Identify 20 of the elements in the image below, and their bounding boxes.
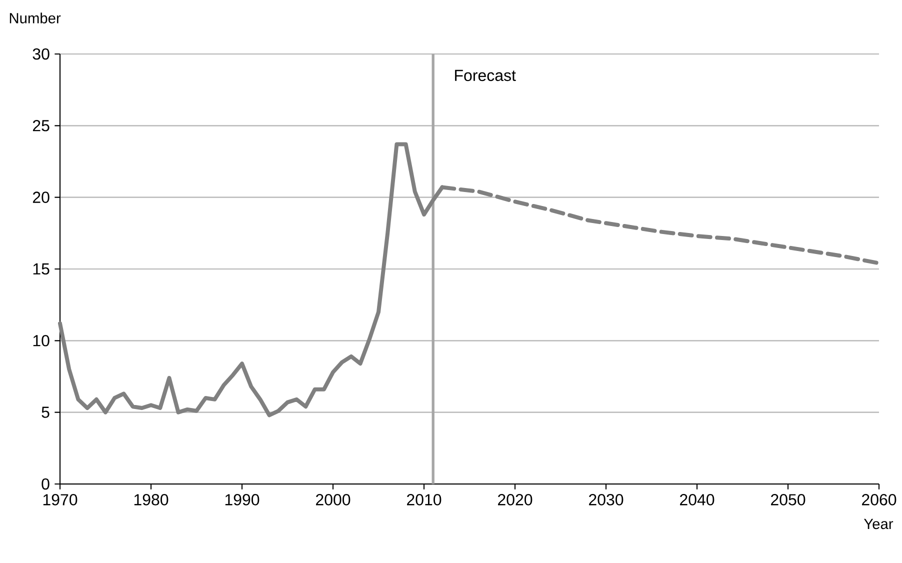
annotation: Forecast — [455, 70, 516, 82]
y-tick-label: 25 — [32, 120, 50, 132]
x-tick-label: 2050 — [771, 494, 806, 506]
x-tick-label: 2010 — [407, 494, 442, 506]
y-tick-label: 10 — [33, 334, 50, 346]
x-tick-label: 1980 — [134, 494, 168, 506]
y-tick-label: 20 — [32, 192, 50, 203]
y-tick-label: 15 — [33, 263, 50, 275]
y-tick-label: 0 — [42, 478, 50, 490]
x-tick-label: 2060 — [862, 494, 896, 506]
x-axis-title: Year — [864, 518, 894, 530]
x-tick-label: 1970 — [43, 494, 78, 506]
y-tick-label: 5 — [42, 406, 50, 418]
x-tick-label: 2040 — [680, 494, 714, 506]
x-tick-label: 2030 — [589, 494, 624, 506]
y-axis-title: Number — [10, 12, 61, 24]
x-tick-label: 2020 — [498, 494, 532, 506]
y-tick-label: 30 — [32, 48, 50, 60]
x-tick-label: 2000 — [316, 494, 350, 506]
x-tick-label: 1990 — [225, 494, 260, 506]
